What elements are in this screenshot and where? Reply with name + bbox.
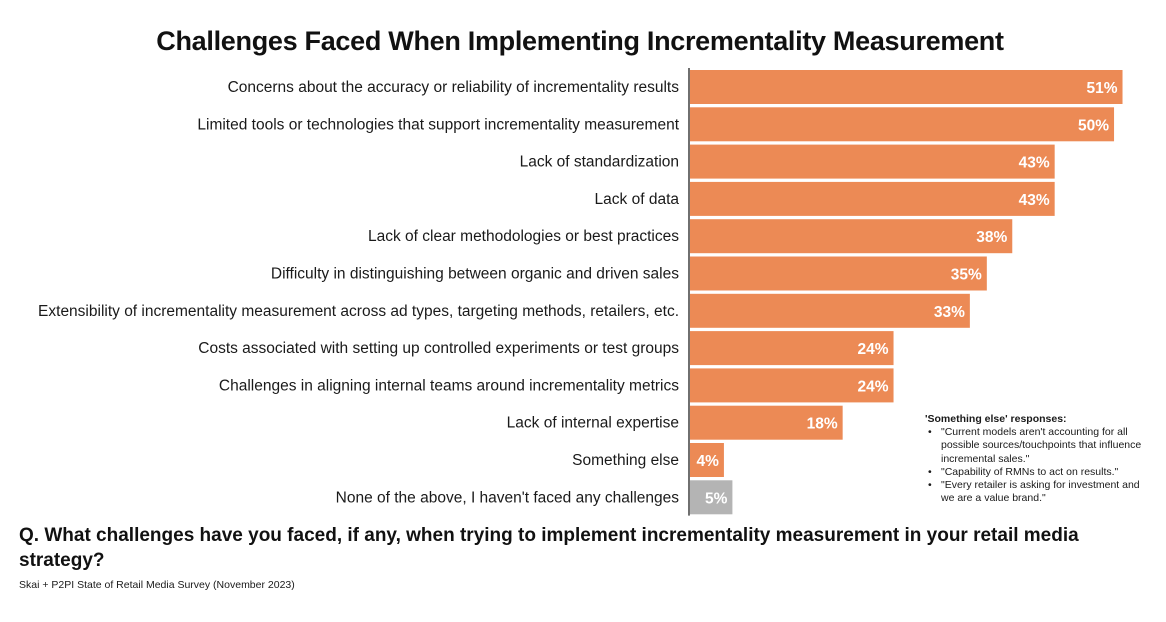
category-label: Concerns about the accuracy or reliabili… [228, 79, 680, 96]
value-label: 43% [1019, 192, 1050, 209]
note-item: "Capability of RMNs to act on results." [925, 466, 1145, 479]
value-label: 50% [1078, 117, 1109, 134]
category-label: Something else [572, 452, 679, 469]
something-else-note: 'Something else' responses: "Current mod… [925, 413, 1145, 505]
bar [690, 368, 894, 403]
category-label: Costs associated with setting up control… [198, 340, 679, 357]
bar [690, 107, 1115, 142]
bar [690, 219, 1013, 254]
category-label: Lack of clear methodologies or best prac… [368, 228, 679, 245]
bar [690, 331, 894, 366]
category-label: Limited tools or technologies that suppo… [197, 116, 679, 133]
value-label: 5% [705, 490, 728, 507]
bar [690, 144, 1055, 179]
category-label: None of the above, I haven't faced any c… [336, 489, 680, 506]
survey-question: Q. What challenges have you faced, if an… [19, 525, 1079, 571]
value-label: 38% [976, 229, 1007, 246]
bar [690, 405, 843, 440]
note-title: 'Something else' responses: [925, 413, 1067, 425]
value-label: 33% [934, 304, 965, 321]
category-label: Challenges in aligning internal teams ar… [219, 377, 679, 394]
value-label: 24% [858, 341, 889, 358]
value-label: 18% [807, 416, 838, 433]
note-list: "Current models aren't accounting for al… [925, 426, 1145, 505]
category-label: Extensibility of incrementality measurem… [38, 303, 679, 320]
bar [690, 70, 1123, 104]
category-label: Lack of internal expertise [507, 415, 679, 432]
value-label: 24% [858, 378, 889, 395]
chart-title: Challenges Faced When Implementing Incre… [156, 26, 1004, 56]
bar [690, 293, 970, 328]
bar [690, 256, 987, 291]
category-label: Lack of standardization [520, 154, 679, 171]
bar [690, 181, 1055, 216]
source-note: Skai + P2PI State of Retail Media Survey… [19, 579, 295, 591]
bar [690, 480, 733, 515]
note-item: "Current models aren't accounting for al… [925, 426, 1145, 466]
note-item: "Every retailer is asking for investment… [925, 479, 1145, 505]
value-label: 35% [951, 267, 982, 284]
category-label: Lack of data [595, 191, 680, 208]
value-label: 4% [697, 453, 720, 470]
category-label: Difficulty in distinguishing between org… [271, 266, 679, 283]
bar [690, 443, 724, 477]
value-label: 43% [1019, 155, 1050, 172]
value-label: 51% [1086, 80, 1117, 97]
